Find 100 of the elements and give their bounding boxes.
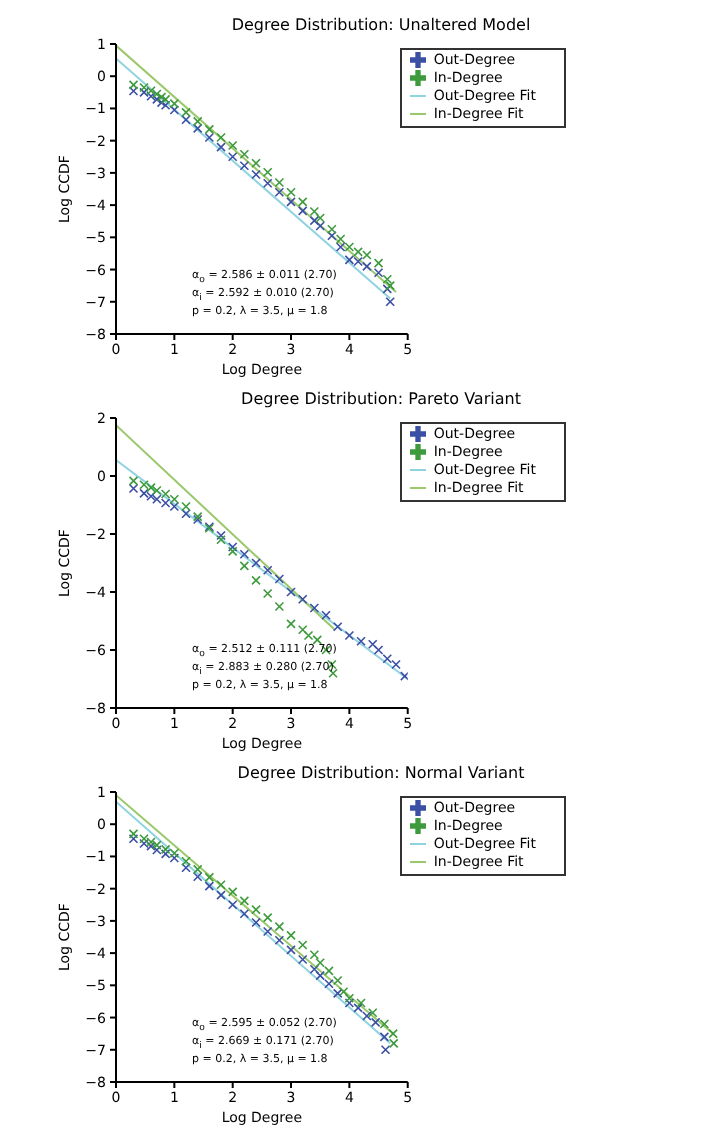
- point: [335, 242, 346, 252]
- point: [297, 594, 308, 605]
- point: [286, 187, 296, 198]
- point: [327, 230, 337, 241]
- point: [315, 970, 325, 981]
- point: [344, 998, 355, 1008]
- point: [297, 206, 308, 216]
- point: [204, 872, 215, 883]
- point: [251, 575, 261, 586]
- point: [344, 630, 355, 641]
- point: [192, 123, 203, 134]
- point: [181, 508, 191, 519]
- point: [362, 1011, 372, 1021]
- point: [181, 856, 191, 867]
- point: [251, 169, 261, 180]
- point: [315, 213, 325, 223]
- point: [297, 940, 308, 950]
- point: [380, 1044, 391, 1055]
- point: [297, 197, 308, 207]
- point: [216, 142, 226, 152]
- point: [227, 140, 238, 151]
- point: [297, 954, 308, 965]
- point: [309, 206, 320, 217]
- point: [388, 1038, 399, 1049]
- point: [309, 603, 320, 613]
- point: [382, 274, 393, 285]
- point: [373, 258, 384, 268]
- point: [262, 926, 273, 937]
- point: [286, 587, 296, 597]
- point: [274, 177, 285, 188]
- point: [262, 588, 273, 599]
- point: [274, 187, 285, 198]
- point: [227, 546, 238, 557]
- point: [152, 94, 162, 105]
- point: [146, 85, 156, 96]
- point: [321, 610, 331, 620]
- point: [332, 975, 343, 986]
- chart-title: Degree Distribution: Unaltered Model: [229, 16, 533, 36]
- point: [204, 132, 215, 143]
- point: [388, 1028, 398, 1039]
- point: [262, 912, 273, 923]
- point: [239, 549, 250, 560]
- point: [239, 561, 250, 571]
- point: [192, 116, 203, 127]
- point: [274, 921, 285, 932]
- point: [262, 565, 273, 576]
- point: [382, 653, 393, 664]
- point: [239, 149, 250, 159]
- point: [385, 296, 396, 307]
- point: [262, 167, 273, 178]
- chart-title: Degree Distribution: Normal Variant: [235, 764, 527, 784]
- point: [324, 978, 334, 989]
- point: [338, 986, 349, 997]
- point: [216, 890, 226, 900]
- point: [204, 881, 215, 891]
- point: [216, 880, 226, 890]
- point: [344, 255, 355, 265]
- point: [239, 161, 250, 171]
- point: [251, 904, 261, 915]
- point: [181, 107, 191, 118]
- point: [239, 909, 250, 919]
- point: [335, 234, 346, 244]
- point: [181, 501, 191, 512]
- point: [227, 887, 238, 897]
- point: [367, 1007, 378, 1018]
- point: [216, 535, 226, 545]
- point: [332, 622, 343, 632]
- point: [332, 988, 343, 999]
- point: [356, 998, 366, 1008]
- point: [227, 542, 238, 552]
- point: [309, 215, 320, 226]
- point: [286, 197, 296, 207]
- point: [274, 601, 285, 612]
- point: [370, 1017, 381, 1028]
- point: [227, 151, 238, 162]
- point: [391, 659, 401, 670]
- point: [251, 558, 261, 568]
- point: [309, 964, 320, 975]
- point: [379, 1019, 390, 1029]
- point: [192, 871, 203, 882]
- point: [274, 574, 285, 584]
- point: [239, 896, 250, 906]
- point: [192, 864, 203, 875]
- point: [400, 671, 408, 681]
- point: [315, 957, 325, 968]
- point: [344, 242, 355, 252]
- point: [146, 482, 156, 493]
- point: [379, 1032, 390, 1042]
- point: [286, 945, 296, 955]
- point: [324, 966, 334, 976]
- point: [373, 645, 384, 655]
- point: [327, 224, 337, 235]
- point: [315, 221, 325, 231]
- point: [297, 624, 308, 635]
- point: [216, 530, 226, 541]
- point: [309, 949, 320, 960]
- point: [286, 930, 296, 941]
- point: [181, 862, 191, 873]
- point: [286, 619, 296, 629]
- point: [227, 899, 238, 910]
